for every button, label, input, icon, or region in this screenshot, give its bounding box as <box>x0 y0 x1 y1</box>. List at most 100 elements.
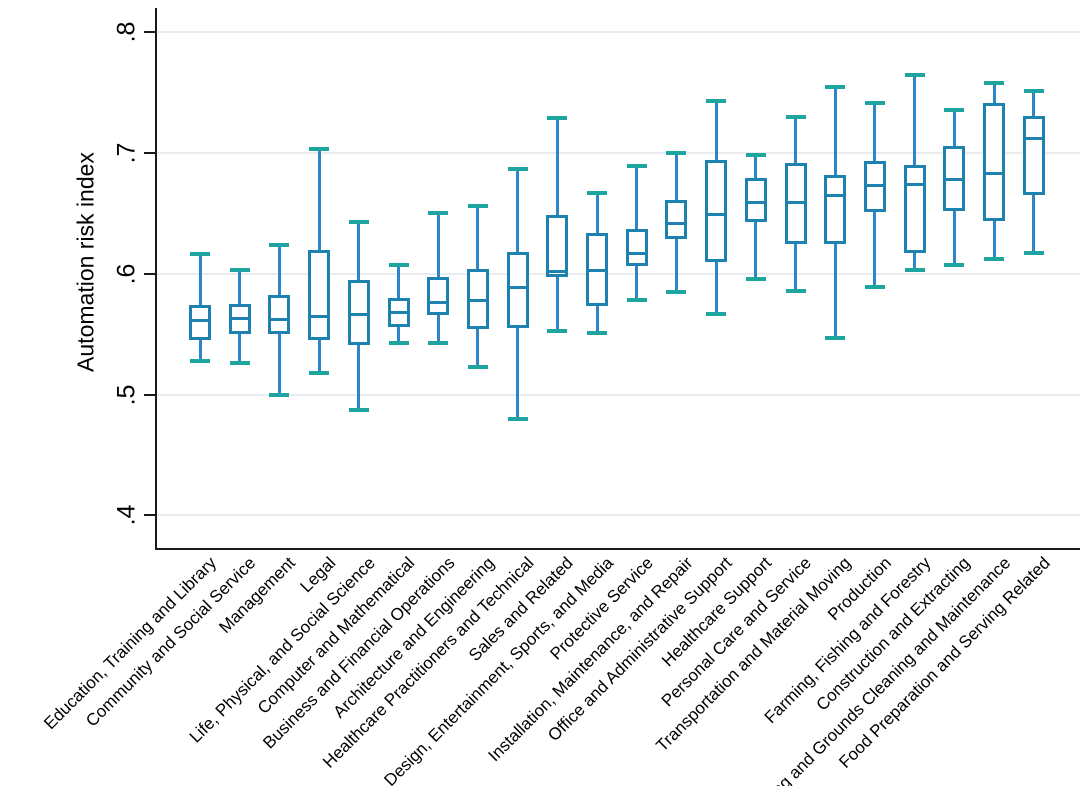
box-rect <box>268 295 291 335</box>
median-line <box>308 314 331 318</box>
median-line <box>268 318 291 322</box>
median-line <box>387 310 410 314</box>
whisker-cap-bottom <box>984 257 1004 262</box>
box-rect <box>903 165 926 254</box>
median-line <box>427 301 450 305</box>
y-tick-label: .6 <box>112 263 141 285</box>
whisker-cap-bottom <box>1023 251 1044 256</box>
gridline <box>157 272 1080 275</box>
whisker-cap-top <box>269 242 290 247</box>
x-axis-line <box>155 548 1080 550</box>
whisker-cap-top <box>706 99 727 104</box>
whisker-cap-top <box>547 115 568 120</box>
box-rect <box>427 277 450 315</box>
median-line <box>863 184 886 188</box>
whisker-cap-bottom <box>547 328 568 333</box>
gridline <box>157 514 1080 517</box>
gridline <box>157 152 1080 154</box>
y-tick-label: .8 <box>112 21 141 43</box>
whisker-cap-top <box>348 219 369 224</box>
whisker-cap-bottom <box>388 340 409 345</box>
whisker-cap-top <box>587 190 607 195</box>
whisker-cap-top <box>944 107 965 112</box>
box-rect <box>1022 115 1045 196</box>
whisker-cap-bottom <box>229 361 250 366</box>
whisker-cap-top <box>229 268 250 273</box>
y-axis-title: Automation risk index <box>72 152 99 372</box>
gridline <box>157 393 1080 396</box>
whisker-cap-top <box>1023 89 1044 94</box>
median-line <box>189 319 211 323</box>
whisker-cap-top <box>825 84 846 89</box>
whisker-cap-top <box>190 252 210 257</box>
median-line <box>943 178 966 182</box>
box-rect <box>308 249 331 341</box>
whisker-cap-top <box>309 147 330 152</box>
box-rect <box>824 174 847 244</box>
y-tick-mark <box>144 31 156 34</box>
y-tick-mark <box>144 272 156 275</box>
whisker-cap-bottom <box>825 335 846 340</box>
median-line <box>983 172 1005 176</box>
median-line <box>665 221 688 225</box>
median-line <box>228 316 251 320</box>
whisker-cap-bottom <box>269 392 290 397</box>
gridline <box>157 31 1080 34</box>
whisker-cap-bottom <box>467 364 488 369</box>
whisker-cap-bottom <box>785 288 806 293</box>
median-line <box>506 285 529 289</box>
whisker-cap-bottom <box>944 263 965 268</box>
box-rect <box>665 200 688 239</box>
whisker-cap-bottom <box>706 311 727 316</box>
whisker-cap-bottom <box>626 298 647 303</box>
median-line <box>1022 137 1045 140</box>
y-tick-mark <box>144 514 156 517</box>
median-line <box>546 269 569 273</box>
whisker-cap-top <box>666 151 687 155</box>
whisker-cap-bottom <box>904 268 925 273</box>
y-tick-label: .5 <box>112 384 141 405</box>
y-tick-mark <box>144 393 156 396</box>
whisker-cap-bottom <box>745 276 766 281</box>
whisker-cap-bottom <box>309 370 330 375</box>
whisker-cap-top <box>864 101 885 106</box>
y-tick-label: .4 <box>112 504 141 526</box>
whisker-cap-bottom <box>190 358 210 363</box>
median-line <box>625 251 648 255</box>
box-rect <box>625 229 648 267</box>
median-line <box>347 313 370 317</box>
median-line <box>824 193 847 197</box>
box-rect <box>506 252 529 329</box>
median-line <box>744 201 767 204</box>
box-rect <box>983 103 1005 221</box>
median-line <box>466 298 489 302</box>
y-axis-line <box>155 8 157 550</box>
whisker-cap-top <box>467 204 488 209</box>
box-rect <box>347 279 370 345</box>
whisker-cap-top <box>904 72 925 77</box>
whisker-cap-top <box>984 80 1004 85</box>
whisker-cap-top <box>626 164 647 169</box>
whisker-cap-top <box>428 211 449 216</box>
whisker-cap-bottom <box>587 330 607 335</box>
box-rect <box>546 214 569 278</box>
y-tick-mark <box>144 152 156 154</box>
whisker-cap-top <box>388 263 409 268</box>
median-line <box>705 213 728 217</box>
median-line <box>903 182 926 186</box>
whisker-cap-bottom <box>348 408 369 413</box>
y-tick-label: .7 <box>112 142 141 164</box>
box-rect <box>744 178 767 222</box>
whisker-cap-bottom <box>666 289 687 294</box>
median-line <box>784 201 807 204</box>
x-tick-label: Education, Training and Library <box>39 553 220 734</box>
whisker-cap-bottom <box>864 285 885 290</box>
whisker-cap-bottom <box>428 340 449 345</box>
whisker-cap-top <box>745 153 766 158</box>
box-rect <box>189 305 211 341</box>
median-line <box>586 268 608 272</box>
whisker-cap-top <box>507 166 528 171</box>
whisker-cap-top <box>785 114 806 119</box>
whisker-cap-bottom <box>507 416 528 421</box>
